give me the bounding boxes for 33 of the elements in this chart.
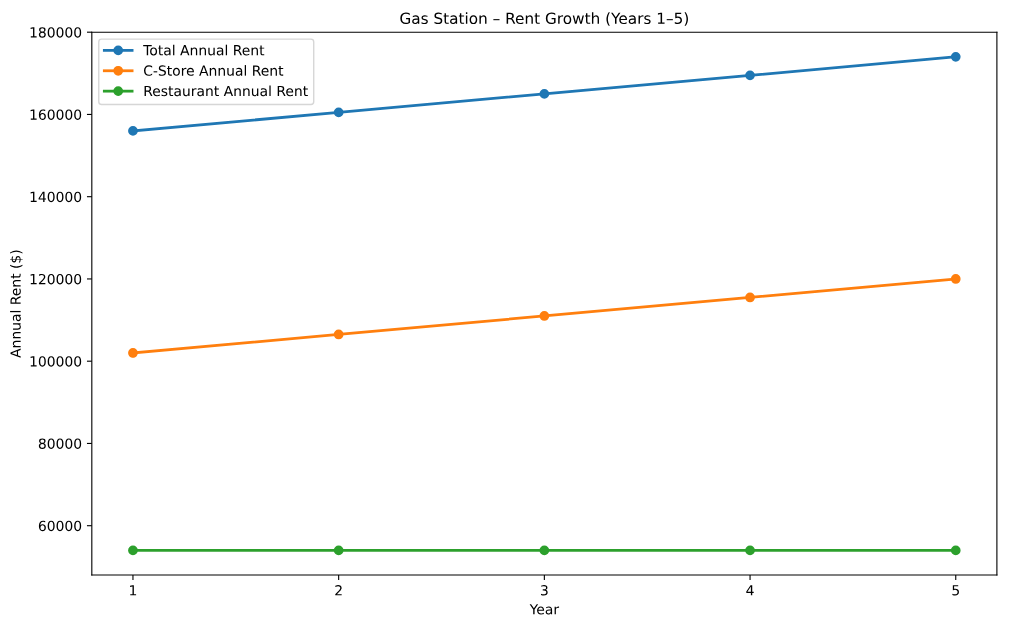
point (950, 52, 961, 62)
x-axis-title: Year (529, 604, 560, 615)
y-tick-label: 180000 (30, 27, 82, 38)
point (128, 126, 138, 136)
legend-label: Restaurant Annual Rent (144, 85, 308, 97)
point (333, 545, 344, 556)
chart-title: Gas Station – Rent Growth (Years 1–5) (400, 12, 688, 26)
y-tick-label: 140000 (30, 191, 82, 203)
y-axis-title: Annual Rent ($) (10, 250, 23, 358)
y-tick-label: 120000 (30, 273, 82, 285)
point (745, 70, 755, 81)
x-tick-label: 5 (952, 585, 959, 596)
point (333, 107, 344, 118)
x-tick-label: 3 (541, 585, 548, 596)
legend-label: C-Store Annual Rent (143, 65, 284, 76)
x-tick-label: 1 (130, 585, 137, 596)
point (745, 292, 755, 303)
legend-label: Total Annual Rent (143, 44, 265, 56)
y-tick-label: 160000 (30, 109, 82, 120)
y-tick-label: 80000 (38, 438, 82, 449)
y-tick-label: 60000 (38, 520, 82, 532)
point (128, 348, 138, 358)
point (539, 545, 550, 556)
point (128, 545, 138, 556)
point (950, 545, 961, 556)
point (539, 89, 550, 99)
point (950, 274, 961, 284)
point (745, 545, 755, 556)
point (539, 311, 550, 321)
x-tick-label: 4 (746, 585, 754, 596)
point (333, 329, 344, 340)
x-tick-label: 2 (335, 585, 342, 596)
y-tick-label: 100000 (30, 356, 82, 367)
